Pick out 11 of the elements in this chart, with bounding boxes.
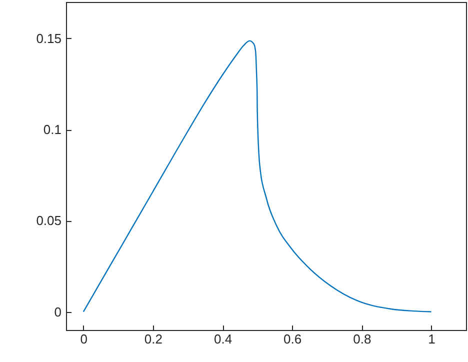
x-tick-label: 0.6 (284, 332, 302, 346)
x-tick-label: 0.8 (353, 332, 372, 346)
y-tick-label: 0.15 (36, 30, 62, 46)
y-tick-label: 0.1 (43, 122, 62, 138)
x-tick-label: 0.4 (214, 332, 232, 346)
y-tick-label: 0 (54, 304, 62, 320)
x-tick-label: 1 (428, 332, 436, 346)
y-tick-label: 0.05 (36, 213, 62, 228)
x-tick-label: 0.2 (144, 332, 162, 346)
x-tick-label: 0 (80, 332, 88, 346)
line-series (82, 40, 432, 312)
